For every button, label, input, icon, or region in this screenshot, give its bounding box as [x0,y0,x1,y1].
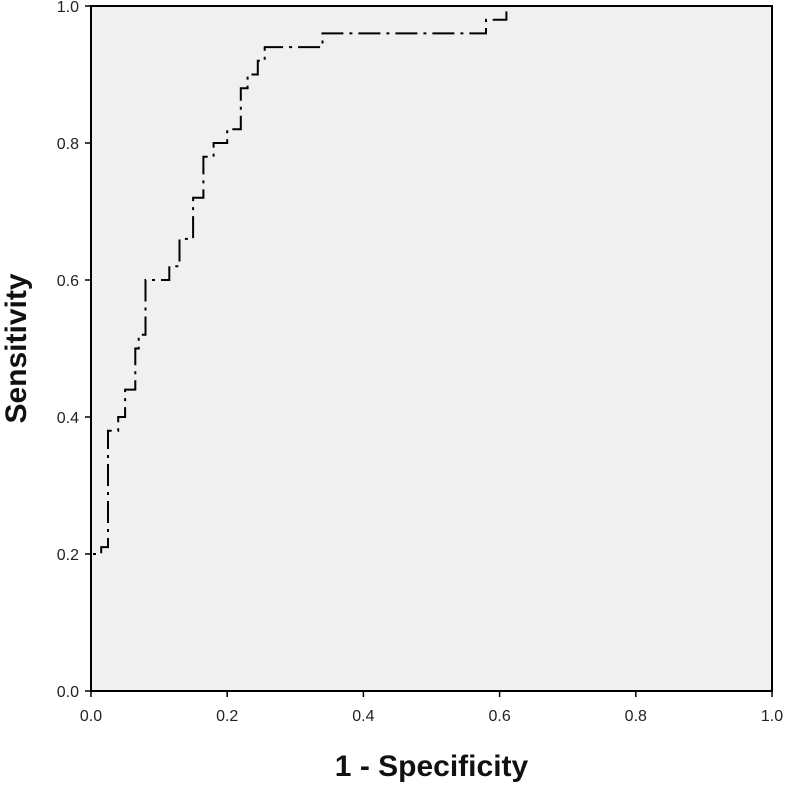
y-axis-title: Sensitivity [0,273,33,423]
y-tick-label: 0.2 [57,547,79,564]
x-tick-label: 0.8 [625,708,647,725]
y-tick-label: 0.6 [57,273,79,290]
roc-curve-layer [90,5,772,691]
x-tick-label: 0.6 [488,708,510,725]
y-tick-label: 1.0 [57,0,79,16]
x-axis-title: 1 - Specificity [335,750,529,783]
plot-area [91,6,772,691]
x-axis: 0.0 0.2 0.4 0.6 0.8 1.0 [80,691,783,725]
x-tick-label: 0.0 [80,708,102,725]
x-tick-label: 1.0 [761,708,783,725]
x-tick-label: 0.4 [352,708,374,725]
roc-curve-line [90,5,772,691]
y-tick-label: 0.8 [57,136,79,153]
plot-frame [90,5,773,692]
y-tick-label: 0.0 [57,684,79,701]
y-tick-label: 0.4 [57,410,79,427]
x-tick-label: 0.2 [216,708,238,725]
y-axis: 0.0 0.2 0.4 0.6 0.8 1.0 [57,0,91,701]
